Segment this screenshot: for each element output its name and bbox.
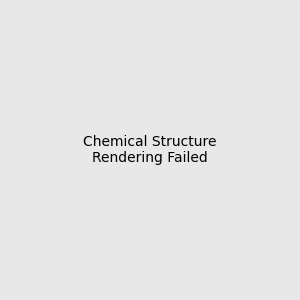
Text: Chemical Structure
Rendering Failed: Chemical Structure Rendering Failed xyxy=(83,135,217,165)
